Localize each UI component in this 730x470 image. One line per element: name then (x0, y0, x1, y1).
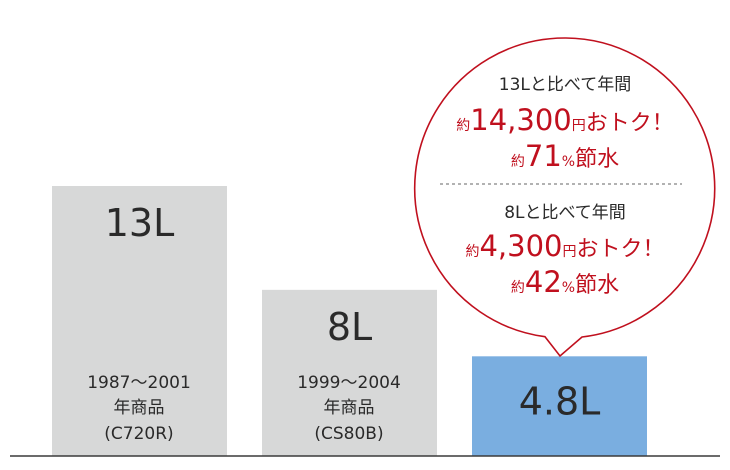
bar-13l-model: (C720R) (104, 424, 173, 444)
bar-8l-years: 1999～2004 (297, 373, 401, 393)
callout-savings-8l: 約4,300円おトク！ (465, 229, 664, 263)
bar-value-label-13l: 13L (105, 201, 175, 245)
bar-value-label-4-8l: 4.8L (519, 379, 601, 423)
callout-water-13l: 約71%節水 (511, 139, 619, 173)
callout-heading-13l: 13Lと比べて年間 (499, 75, 631, 95)
callout-heading-8l: 8Lと比べて年間 (504, 203, 626, 223)
bar-8l (262, 289, 437, 456)
savings-callout-bubble (413, 37, 716, 358)
callout-water-8l: 約42%節水 (511, 265, 619, 299)
bar-13l-product-label: 年商品 (114, 398, 165, 418)
bar-value-label-8l: 8L (327, 305, 372, 349)
bar-13l-years: 1987～2001 (87, 373, 191, 393)
bar-13l (52, 186, 227, 456)
bar-8l-model: (CS80B) (314, 424, 383, 444)
bar-8l-product-label: 年商品 (324, 398, 375, 418)
bar-4-8l (472, 356, 647, 456)
callout-savings-13l: 約14,300円おトク！ (456, 103, 674, 137)
